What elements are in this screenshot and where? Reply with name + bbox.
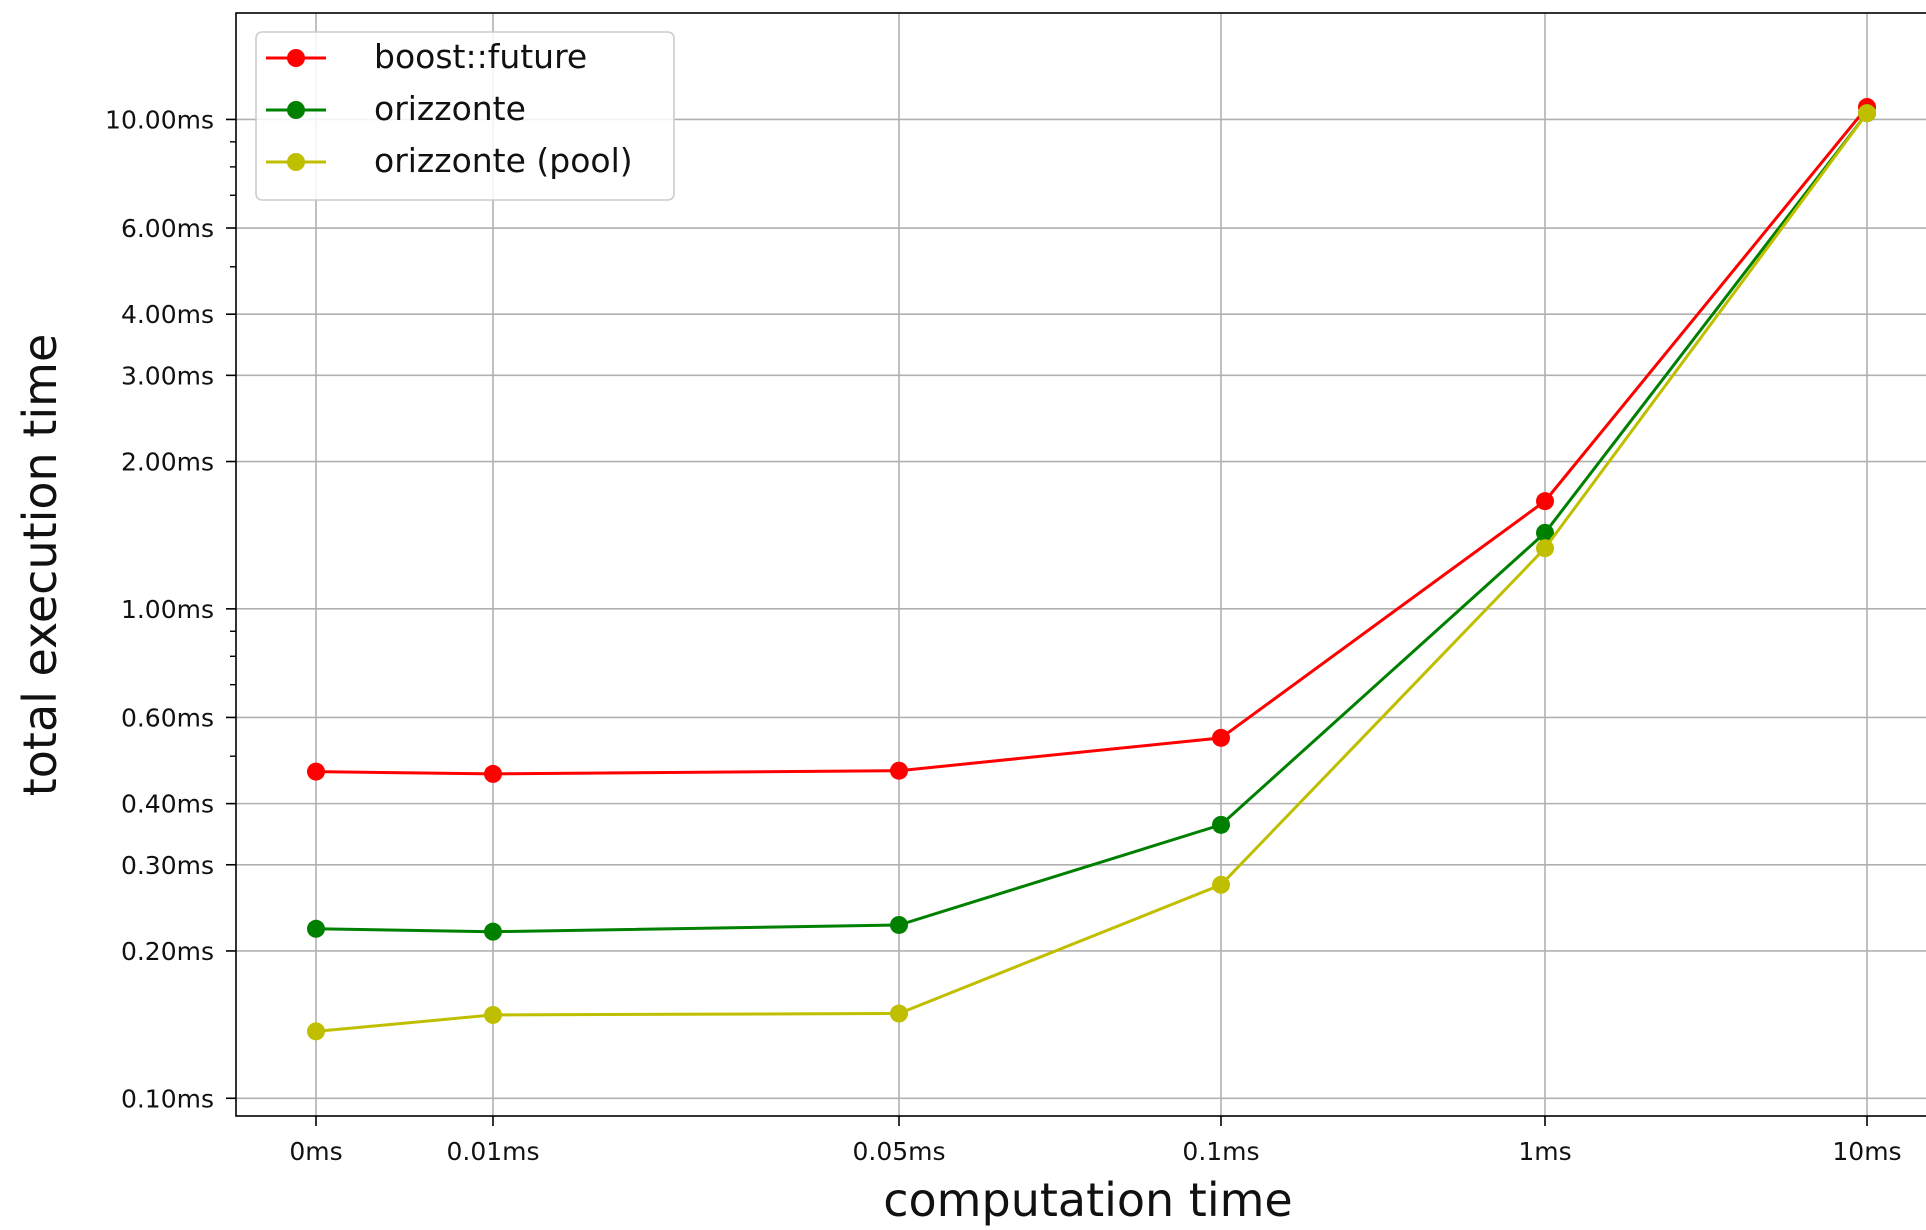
y-tick-label: 0.40ms	[121, 790, 214, 819]
data-point-orizzonte-pool	[1212, 875, 1230, 894]
legend-label-boost-future: boost::future	[374, 37, 587, 76]
data-point-boost-future	[890, 761, 908, 780]
legend-box	[255, 31, 675, 201]
legend-marker-orizzonte	[287, 101, 305, 119]
y-tick-label: 0.10ms	[121, 1084, 214, 1113]
x-axis-label: computation time	[883, 1173, 1293, 1227]
data-point-orizzonte-pool	[1858, 104, 1876, 123]
data-point-orizzonte	[484, 922, 502, 941]
data-point-orizzonte	[1212, 815, 1230, 834]
y-tick-label: 2.00ms	[121, 448, 214, 477]
data-point-boost-future	[1212, 728, 1230, 747]
y-tick-label: 10.00ms	[105, 105, 214, 134]
data-point-orizzonte-pool	[484, 1005, 502, 1024]
series-line-boost-future	[315, 106, 1869, 776]
data-point-orizzonte	[890, 915, 908, 934]
data-point-orizzonte	[307, 919, 325, 938]
series-line-orizzonte-pool	[315, 112, 1869, 1033]
minor-ticks	[230, 141, 236, 757]
legend-marker-boost-future	[287, 49, 305, 67]
y-tick-label: 6.00ms	[121, 214, 214, 243]
x-tick-label: 1ms	[1518, 1137, 1571, 1166]
data-point-orizzonte	[1536, 523, 1554, 542]
x-tick-label: 0.1ms	[1182, 1137, 1259, 1166]
x-axis-ticks: 0ms 0.01ms 0.05ms 0.1ms 1ms 10ms	[289, 1116, 1902, 1166]
legend-label-orizzonte-pool: orizzonte (pool)	[374, 141, 633, 180]
y-tick-label: 0.60ms	[121, 703, 214, 732]
series-layer	[307, 98, 1876, 1041]
x-tick-label: 0.01ms	[446, 1137, 539, 1166]
x-tick-label: 10ms	[1832, 1137, 1901, 1166]
y-axis-label: total execution time	[13, 334, 67, 797]
data-point-boost-future	[307, 762, 325, 781]
data-point-orizzonte-pool	[1536, 539, 1554, 558]
y-tick-label: 1.00ms	[121, 595, 214, 624]
series-line-orizzonte	[315, 112, 1869, 934]
data-point-orizzonte-pool	[890, 1004, 908, 1023]
data-point-boost-future	[1536, 492, 1554, 511]
plot-frame	[235, 12, 1926, 1117]
legend-label-orizzonte: orizzonte	[374, 89, 526, 128]
x-tick-label: 0.05ms	[852, 1137, 945, 1166]
y-tick-label: 0.30ms	[121, 851, 214, 880]
y-tick-label: 3.00ms	[121, 361, 214, 390]
legend-marker-orizzonte-pool	[287, 153, 305, 171]
y-axis-ticks: 0.10ms 0.20ms 0.30ms 0.40ms 0.60ms 1.00ms 2.00…	[105, 105, 236, 1113]
data-point-boost-future	[484, 764, 502, 783]
x-tick-label: 0ms	[289, 1137, 342, 1166]
y-tick-label: 0.20ms	[121, 937, 214, 966]
y-tick-label: 4.00ms	[121, 300, 214, 329]
data-point-orizzonte-pool	[307, 1022, 325, 1041]
